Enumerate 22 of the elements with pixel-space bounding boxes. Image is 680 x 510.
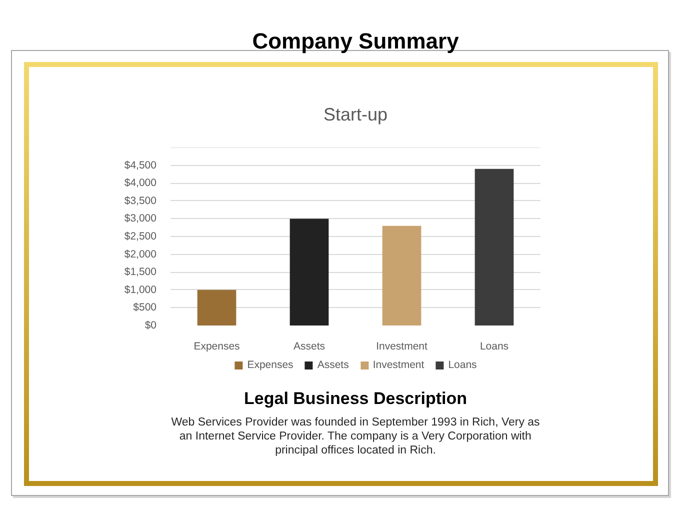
y-tick-label: $3,000	[124, 212, 157, 225]
chart-subtitle: Start-up	[323, 104, 388, 124]
legend-label: Investment	[372, 359, 424, 371]
y-tick-label: $4,000	[124, 177, 157, 190]
text: Legal Business Description	[244, 389, 467, 408]
y-tick-label: $0	[144, 320, 157, 332]
legend-label: Assets	[317, 359, 349, 371]
x-tick-label: Expenses	[194, 340, 240, 352]
y-tick-label: $4,500	[124, 159, 157, 172]
text: Web Services Provider was founded in September 1993 in Rich, Very as an Internet Service Provider. The company is a Very Corporation with principal offices located in Rich.	[171, 416, 540, 456]
y-tick-label: $1,500	[124, 266, 157, 278]
y-tick-label: $2,000	[124, 248, 157, 260]
x-tick-label: Assets	[293, 340, 326, 352]
y-tick-label: $2,500	[124, 230, 157, 242]
y-tick-label: $3,500	[124, 194, 157, 207]
y-tick-label: $1,000	[124, 284, 157, 296]
legend-label: Expenses	[247, 359, 294, 371]
legend-label: Loans	[448, 359, 477, 371]
chart-title: Company Summary	[252, 28, 460, 54]
y-tick-label: $500	[133, 302, 157, 314]
x-tick-label: Investment	[376, 340, 428, 352]
x-tick-label: Loans	[480, 340, 509, 352]
